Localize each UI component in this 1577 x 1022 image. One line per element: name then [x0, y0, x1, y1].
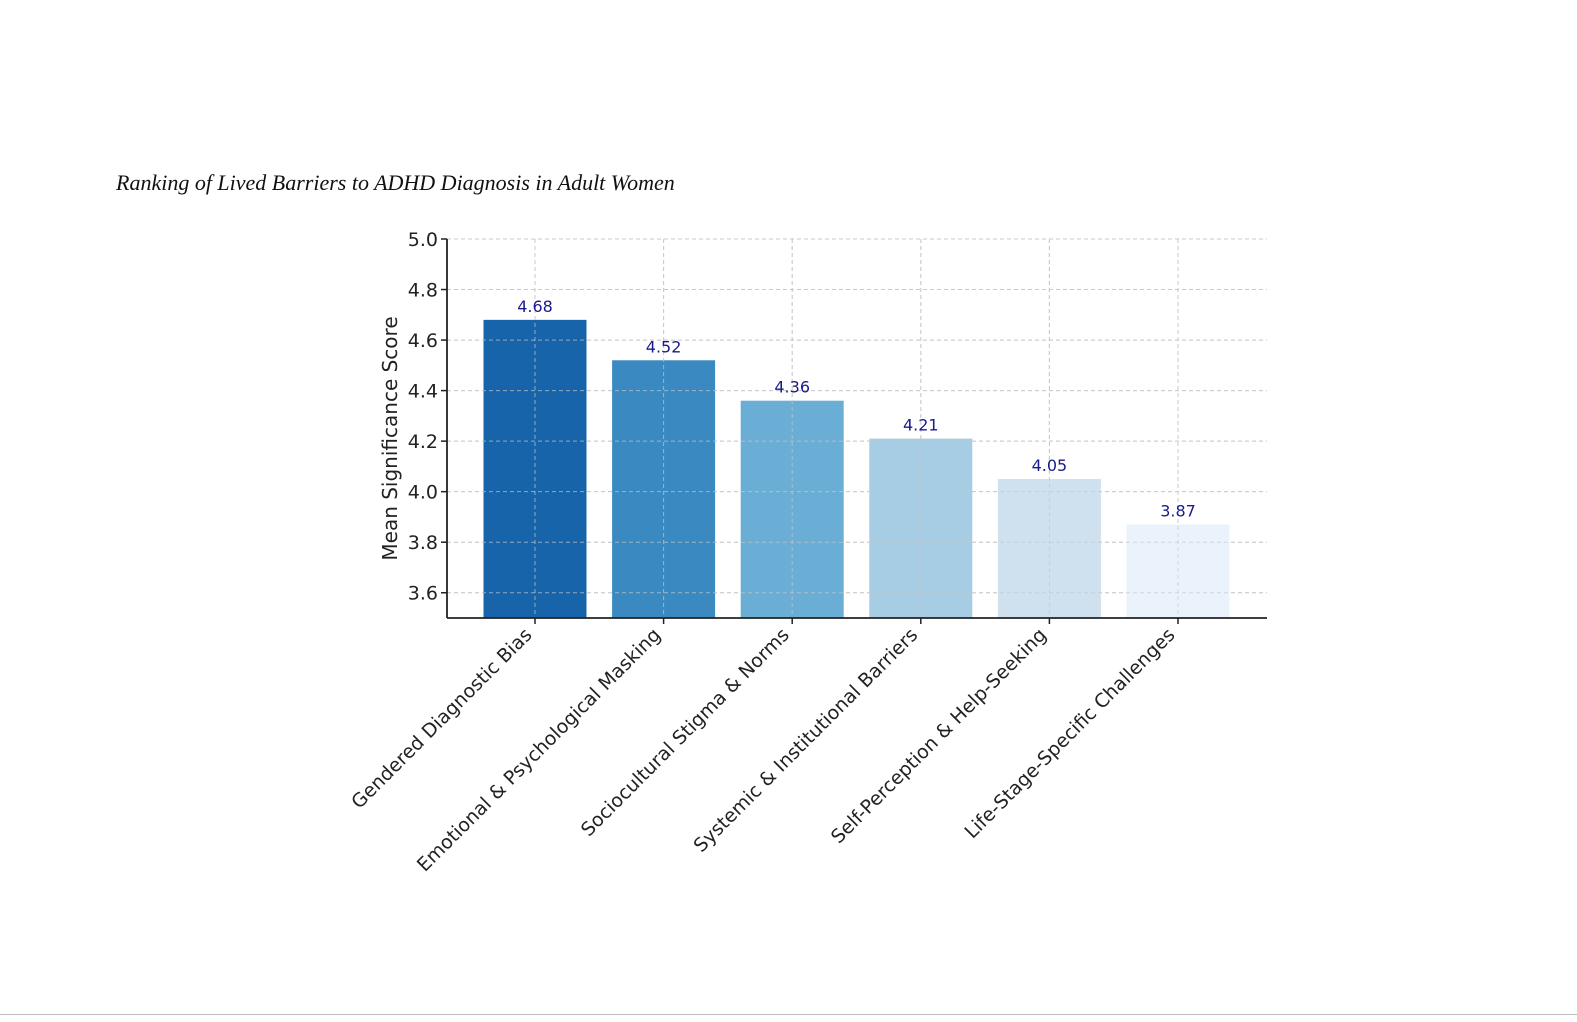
- y-tick-label: 4.8: [408, 280, 438, 302]
- x-category-label: Life-Stage-Specific Challenges: [961, 624, 1180, 843]
- figure-caption: Ranking of Lived Barriers to ADHD Diagno…: [116, 170, 675, 195]
- y-axis-title: Mean Significance Score: [378, 316, 402, 560]
- axes: [441, 238, 1267, 624]
- bar-value-label: 4.05: [1032, 456, 1068, 475]
- bar-value-label: 4.52: [646, 337, 682, 356]
- bar-value-label: 4.36: [774, 378, 810, 397]
- y-tick-label: 4.4: [408, 381, 438, 403]
- x-category-label: Systemic & Institutional Barriers: [690, 624, 923, 857]
- bar-value-label: 4.68: [517, 297, 553, 316]
- y-tick-label: 3.6: [408, 583, 438, 605]
- x-category-label: Self-Perception & Help-Seeking: [827, 624, 1051, 848]
- bar: [483, 319, 587, 618]
- page-bottom-rule: [0, 1014, 1577, 1015]
- y-tick-label: 5.0: [408, 229, 438, 251]
- x-category-label: Emotional & Psychological Masking: [413, 624, 665, 876]
- bars: [447, 238, 1267, 618]
- y-tick-label: 4.6: [408, 330, 438, 352]
- y-tick-label: 4.0: [408, 482, 438, 504]
- x-category-label: Sociocultural Stigma & Norms: [577, 624, 794, 841]
- y-tick-label: 3.8: [408, 532, 438, 554]
- bar-value-label: 4.21: [903, 416, 939, 435]
- y-tick-label: 4.2: [408, 431, 438, 453]
- bar-value-label: 3.87: [1160, 502, 1196, 521]
- bar: [612, 360, 716, 618]
